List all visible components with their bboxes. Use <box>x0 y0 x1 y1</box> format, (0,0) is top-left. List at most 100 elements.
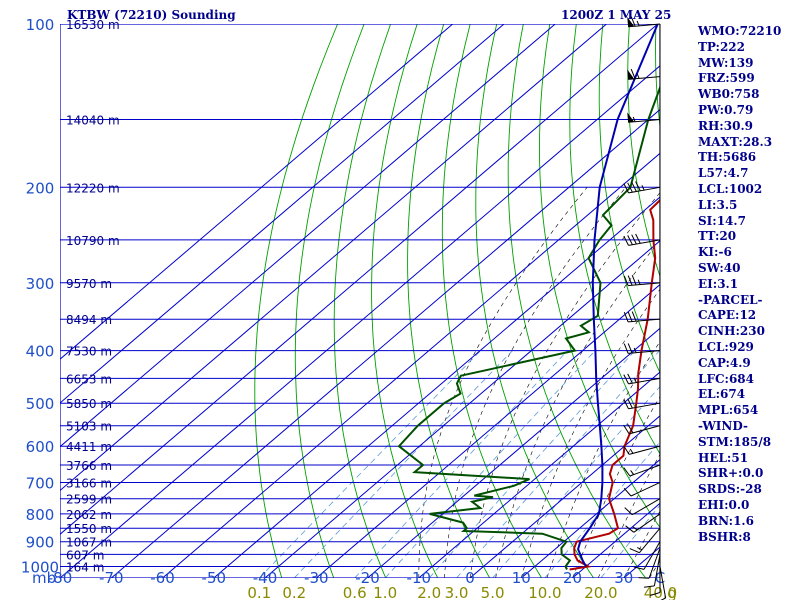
wind-barb <box>629 527 661 554</box>
adiabat-lines <box>254 24 660 578</box>
index-value: TH:5686 <box>698 150 757 165</box>
mixing-ratio-line <box>600 504 660 578</box>
height-label: 164 m <box>66 561 104 575</box>
isotherm-line <box>60 24 607 492</box>
wind-barbs <box>623 16 667 600</box>
height-label: 6653 m <box>66 372 112 386</box>
height-label: 5103 m <box>66 420 112 434</box>
wind-barb <box>633 541 661 570</box>
index-value: PW:0.79 <box>698 102 754 117</box>
wind-barb <box>623 311 661 323</box>
moist-adiabat-line <box>444 187 627 578</box>
temperature-tick-label: 20 <box>563 569 582 587</box>
index-value: SW:40 <box>698 260 741 275</box>
dry-adiabat-line <box>254 24 339 578</box>
height-label: 1550 m <box>66 522 112 536</box>
temperature-tick-label: -30 <box>304 569 329 587</box>
wind-barb <box>623 373 661 385</box>
wind-barb <box>625 513 661 533</box>
index-value: EI:3.1 <box>698 276 739 291</box>
temperature-tick-label: -40 <box>253 569 278 587</box>
moist-adiabat-line <box>418 187 588 578</box>
indices-panel: WMO:72210 TP:222 MW:139 FRZ:599 WB0:758 PW:0.… <box>698 24 798 545</box>
isotherm-line <box>110 108 660 578</box>
isotherm-line <box>60 24 454 360</box>
mixing-ratio-line <box>384 350 596 578</box>
pressure-tick-label: 400 <box>26 343 55 361</box>
mixing-ratio-label: 0.2 <box>282 584 306 600</box>
height-label: 3766 m <box>66 459 112 473</box>
dry-adiabat-line <box>539 24 660 529</box>
mixing-ratio-line <box>259 350 481 578</box>
index-value: FRZ:599 <box>698 71 755 86</box>
isotherm-line <box>315 283 660 578</box>
index-value: LCL:929 <box>698 339 754 354</box>
dry-adiabat-line <box>475 24 594 578</box>
dry-adiabat-line <box>333 24 392 578</box>
dry-adiabat-line <box>371 24 439 578</box>
isotherm-line <box>60 24 505 404</box>
isotherm-line <box>418 371 660 578</box>
height-label: 12220 m <box>66 181 120 195</box>
mixing-ratio-line <box>492 385 660 578</box>
pressure-tick-label: 500 <box>26 395 55 413</box>
isotherm-line <box>520 458 660 578</box>
index-value: BRN:1.6 <box>698 513 754 528</box>
index-value: EL:674 <box>698 387 746 402</box>
station-title: KTBW (72210) Sounding <box>67 8 236 22</box>
pressure-tick-label: 700 <box>26 475 55 493</box>
pressure-tick-label: 600 <box>26 438 55 456</box>
height-label: 9570 m <box>66 277 112 291</box>
sounding-datetime: 1200Z 1 MAY 25 <box>561 8 672 22</box>
index-value: HEL:51 <box>698 450 749 465</box>
height-label: 5850 m <box>66 397 112 411</box>
wind-barb <box>659 566 667 600</box>
height-label: 16530 m <box>66 18 120 32</box>
mixing-ratio-line <box>294 350 513 578</box>
wind-barb <box>644 554 661 588</box>
dry-adiabat-line <box>627 24 660 278</box>
index-value: LI:3.5 <box>698 197 738 212</box>
height-label: 8494 m <box>66 313 112 327</box>
index-value: -PARCEL- <box>698 292 763 307</box>
wind-barb <box>623 398 661 410</box>
mixing-ratio-label: 0.1 <box>247 584 271 600</box>
wind-barb <box>624 498 661 516</box>
temperature-tick-label: 10 <box>512 569 531 587</box>
isotherm-line <box>162 152 660 578</box>
mixing-ratio-label: 1.0 <box>373 584 397 600</box>
profile-lines <box>397 24 660 571</box>
dry-adiabat-line <box>441 24 542 578</box>
temperature-tick-label: -10 <box>407 569 432 587</box>
isotherm-line <box>367 327 660 578</box>
pressure-unit-label: mb <box>32 569 56 587</box>
mixing-ratio-line <box>354 350 568 578</box>
temperature-tick-label: -80 <box>48 569 73 587</box>
height-label: 14040 m <box>66 114 120 128</box>
wind-barb <box>627 16 661 28</box>
mixing-ratio-label: 10.0 <box>528 584 561 600</box>
temperature-tick-label: -60 <box>150 569 175 587</box>
parcel-path-line <box>577 24 659 567</box>
mixing-ratio-label: 5.0 <box>481 584 505 600</box>
isotherm-line <box>60 65 660 578</box>
index-value: CAPE:12 <box>698 308 757 323</box>
wind-barb <box>649 560 661 596</box>
wind-barb <box>623 275 661 287</box>
index-value: MW:139 <box>698 55 754 70</box>
pressure-tick-label: 800 <box>26 506 55 524</box>
isotherm-line <box>213 196 660 578</box>
index-value: LFC:684 <box>698 371 754 386</box>
index-value: MAXT:28.3 <box>698 134 773 149</box>
index-value: LCL:1002 <box>698 181 763 196</box>
temperature-tick-label: -50 <box>202 569 227 587</box>
index-value: CAP:4.9 <box>698 355 751 370</box>
moist-adiabat-line <box>495 239 660 578</box>
mixing-ratio-label: 2.0 <box>417 584 441 600</box>
wind-barb <box>623 482 661 497</box>
index-value: MPL:654 <box>698 403 759 418</box>
moist-adiabat-line <box>469 192 660 578</box>
isotherm-line <box>469 415 660 578</box>
index-value: WMO:72210 <box>698 24 782 38</box>
